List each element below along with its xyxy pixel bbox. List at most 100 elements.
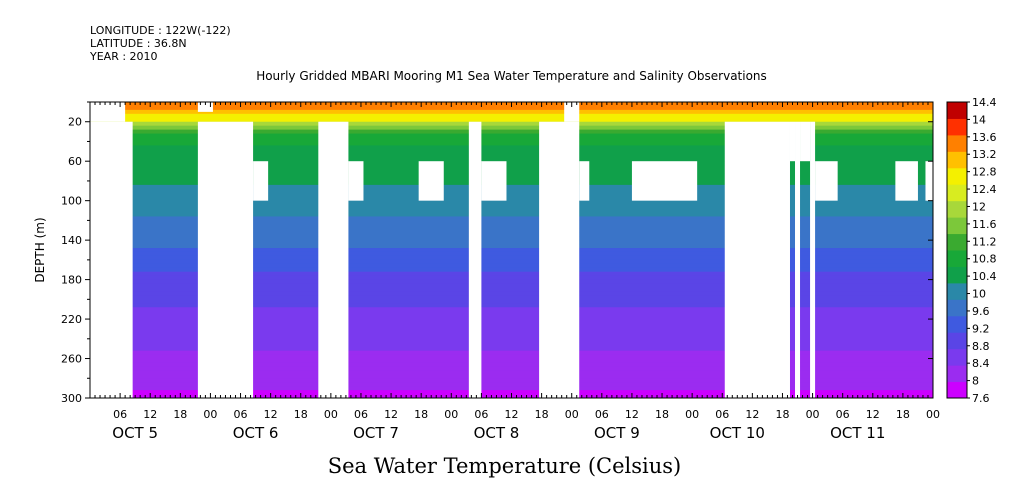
longitude-label: LONGITUDE : 122W(-122) — [90, 24, 231, 37]
colorbar-swatch — [947, 299, 967, 317]
temperature-band — [90, 113, 933, 119]
temperature-band — [90, 319, 933, 324]
missing-data-area — [895, 161, 918, 201]
latitude-label: LATITUDE : 36.8N — [90, 37, 187, 50]
x-tick-label: 06 — [474, 408, 488, 421]
temperature-band — [90, 362, 933, 368]
x-axis: 06 12 18 00 06 12 18 00 06 12 18 00 06 12 18 00 06 12 18 00… — [89, 102, 940, 442]
temperature-band — [90, 169, 933, 174]
missing-data-area — [253, 161, 269, 201]
y-axis: 20 60 100 140 180 220 260 300 — [61, 101, 933, 405]
colorbar-label: 9.2 — [972, 322, 990, 335]
x-tick-label: 06 — [715, 408, 729, 421]
colorbar-label: 7.6 — [972, 392, 990, 405]
x-tick-label: 18 — [535, 408, 549, 421]
colorbar-swatch — [947, 200, 967, 218]
temperature-band — [90, 224, 933, 229]
missing-data-area — [815, 161, 838, 201]
colorbar-swatch — [947, 233, 967, 251]
colorbar-label: 8.8 — [972, 340, 990, 353]
y-axis-label: DEPTH (m) — [33, 217, 47, 282]
temperature-band — [90, 299, 933, 304]
missing-data-area — [724, 121, 790, 398]
colorbar-swatch — [947, 250, 967, 267]
colorbar-swatch — [947, 118, 967, 136]
temperature-band — [90, 303, 933, 308]
day-label: OCT 5 — [112, 424, 158, 442]
temperature-band — [90, 248, 933, 253]
year-label: YEAR : 2010 — [90, 50, 158, 63]
temperature-band — [90, 192, 933, 198]
temperature-band — [90, 208, 933, 214]
temperature-band — [90, 228, 933, 233]
missing-data-area — [90, 102, 126, 122]
temperature-band — [90, 216, 933, 221]
x-tick-label: 12 — [143, 408, 157, 421]
temperature-band — [90, 200, 933, 206]
missing-data-area — [418, 161, 444, 201]
missing-data-area — [197, 121, 254, 398]
temperature-band — [90, 378, 933, 383]
colorbar-swatch — [947, 151, 967, 169]
x-tick-label: 00 — [324, 408, 338, 421]
colorbar-label: 13.6 — [972, 131, 997, 144]
y-tick-label: 300 — [61, 392, 82, 405]
colorbar-label: 14.4 — [972, 96, 997, 109]
day-label: OCT 9 — [594, 424, 640, 442]
x-tick-label: 00 — [685, 408, 699, 421]
colorbar-label: 9.6 — [972, 305, 990, 318]
temperature-band — [90, 259, 933, 265]
y-tick-label: 220 — [61, 313, 82, 326]
temperature-band — [90, 382, 933, 387]
colorbar-swatch — [947, 167, 967, 185]
temperature-band — [90, 374, 933, 379]
temperature-band — [90, 358, 933, 364]
y-tick-label: 20 — [68, 116, 82, 129]
colorbar-swatch — [947, 134, 967, 152]
x-tick-label: 18 — [414, 408, 428, 421]
x-tick-label: 18 — [775, 408, 789, 421]
colorbar-swatch — [947, 365, 967, 383]
colorbar-swatch — [947, 282, 967, 300]
temperature-band — [90, 311, 933, 316]
temperature-band — [90, 184, 933, 190]
temperature-band — [90, 165, 933, 170]
x-tick-label: 06 — [595, 408, 609, 421]
colorbar-label: 8.4 — [972, 357, 990, 370]
x-tick-label: 06 — [113, 408, 127, 421]
colorbar-swatch — [947, 184, 967, 202]
day-label: OCT 10 — [710, 424, 765, 442]
x-tick-label: 12 — [264, 408, 278, 421]
temperature-band — [90, 255, 933, 261]
temperature-band — [90, 307, 933, 312]
colorbar-label: 8 — [972, 375, 979, 388]
variable-label: Sea Water Temperature (Celsius) — [327, 454, 682, 478]
temperature-band — [90, 176, 933, 182]
missing-data-area — [631, 161, 698, 201]
y-tick-label: 180 — [61, 274, 82, 287]
missing-data-area — [481, 161, 507, 201]
missing-data-area — [348, 161, 364, 201]
temperature-band — [90, 220, 933, 225]
temperature-band — [90, 105, 933, 111]
x-tick-label: 12 — [384, 408, 398, 421]
colorbar-swatch — [947, 315, 967, 333]
temperature-band — [90, 145, 933, 150]
temperature-band — [90, 390, 933, 395]
colorbar-swatch — [947, 266, 967, 284]
temperature-band — [90, 141, 933, 147]
temperature-band — [90, 244, 933, 249]
chart-title: Hourly Gridded MBARI Mooring M1 Sea Wate… — [256, 69, 767, 83]
day-label: OCT 6 — [233, 424, 279, 442]
x-tick-label: 18 — [294, 408, 308, 421]
temperature-band — [90, 275, 933, 281]
temperature-band — [90, 212, 933, 218]
colorbar-label: 12.8 — [972, 166, 997, 179]
day-label: OCT 7 — [353, 424, 399, 442]
colorbar-label: 14 — [972, 113, 986, 126]
temperature-band — [90, 173, 933, 178]
missing-data-area — [90, 121, 133, 398]
temperature-band — [90, 196, 933, 202]
missing-data-area — [539, 121, 580, 398]
y-tick-label: 100 — [61, 195, 82, 208]
